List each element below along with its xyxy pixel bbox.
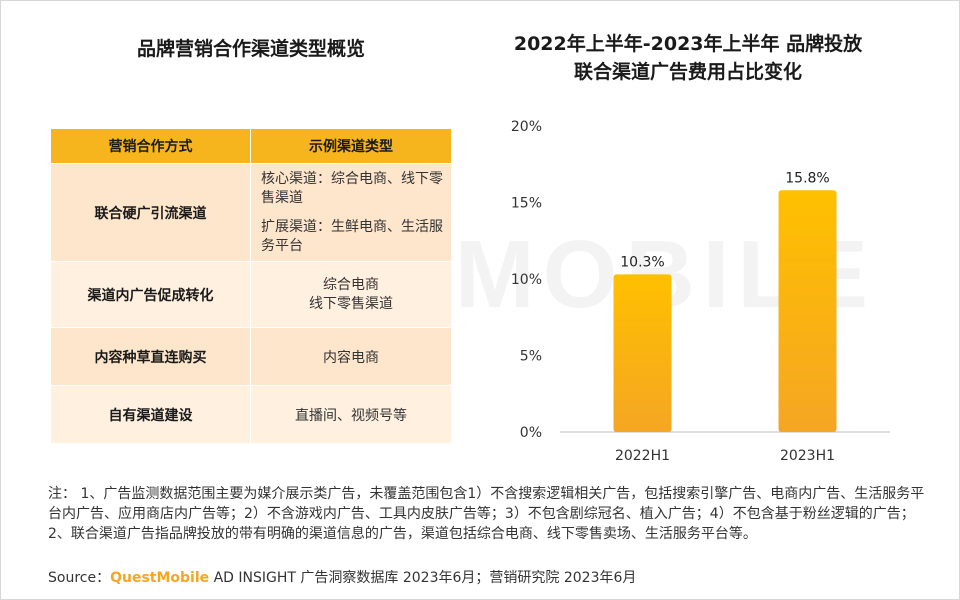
bar-chart: 0% 5% 10% 15% 20% 10.3% 2022H1 15.8% 2023H1 [511, 119, 890, 464]
mode-cell: 内容种草直连购买 [50, 327, 251, 386]
chart-title: 2022年上半年-2023年上半年 品牌投放 联合渠道广告费用占比变化 [478, 30, 898, 86]
y-tick-label: 5% [520, 349, 542, 365]
example-cell: 直播间、视频号等 [250, 385, 452, 444]
y-tick-label: 0% [520, 425, 542, 441]
header-mode: 营销合作方式 [50, 128, 251, 164]
table-title: 品牌营销合作渠道类型概览 [136, 38, 365, 60]
x-tick-label: 2022H1 [615, 448, 670, 464]
example-line: 核心渠道：综合电商、线下零售渠道 [261, 170, 443, 206]
header-example: 示例渠道类型 [250, 128, 452, 164]
bar-value-label: 10.3% [620, 254, 664, 270]
source-brand: QuestMobile [110, 570, 210, 586]
mode-cell: 渠道内广告促成转化 [50, 261, 251, 328]
bar-value-label: 15.8% [785, 170, 829, 186]
table-row: 自有渠道建设 直播间、视频号等 [50, 385, 452, 444]
table-header-row: 营销合作方式 示例渠道类型 [50, 128, 452, 164]
x-tick-label: 2023H1 [780, 448, 835, 464]
bar-2022H1 [613, 274, 672, 432]
y-tick-label: 15% [511, 196, 542, 212]
table-row: 内容种草直连购买 内容电商 [50, 327, 452, 386]
example-cell: 内容电商 [250, 327, 452, 386]
table-row: 渠道内广告促成转化 综合电商 线下零售渠道 [50, 261, 452, 328]
notes: 注： 1、广告监测数据范围主要为媒介展示类广告，未覆盖范围包含1）不含搜索逻辑相… [48, 486, 925, 542]
source-text: AD INSIGHT 广告洞察数据库 2023年6月；营销研究院 2023年6月 [209, 570, 637, 586]
y-tick-label: 20% [511, 119, 542, 135]
example-cell: 核心渠道：综合电商、线下零售渠道 扩展渠道：生鲜电商、生活服务平台 [250, 163, 452, 262]
mode-cell: 联合硬广引流渠道 [50, 163, 251, 262]
y-tick-label: 10% [511, 272, 542, 288]
source-prefix: Source： [48, 570, 111, 586]
bar-2023H1 [778, 190, 837, 432]
chart-title-line2: 联合渠道广告费用占比变化 [573, 61, 802, 83]
source-line: Source：QuestMobile AD INSIGHT 广告洞察数据库 20… [48, 567, 928, 587]
mode-cell: 自有渠道建设 [50, 385, 251, 444]
chart-title-line1: 2022年上半年-2023年上半年 品牌投放 [513, 33, 863, 55]
example-line: 扩展渠道：生鲜电商、生活服务平台 [261, 218, 443, 254]
example-cell: 综合电商 线下零售渠道 [250, 261, 452, 328]
example-line: 线下零售渠道 [309, 295, 393, 312]
channel-table: 营销合作方式 示例渠道类型 联合硬广引流渠道 核心渠道：综合电商、线下零售渠道 … [50, 128, 452, 444]
example-line: 综合电商 [323, 276, 379, 293]
table-row: 联合硬广引流渠道 核心渠道：综合电商、线下零售渠道 扩展渠道：生鲜电商、生活服务… [50, 163, 452, 262]
